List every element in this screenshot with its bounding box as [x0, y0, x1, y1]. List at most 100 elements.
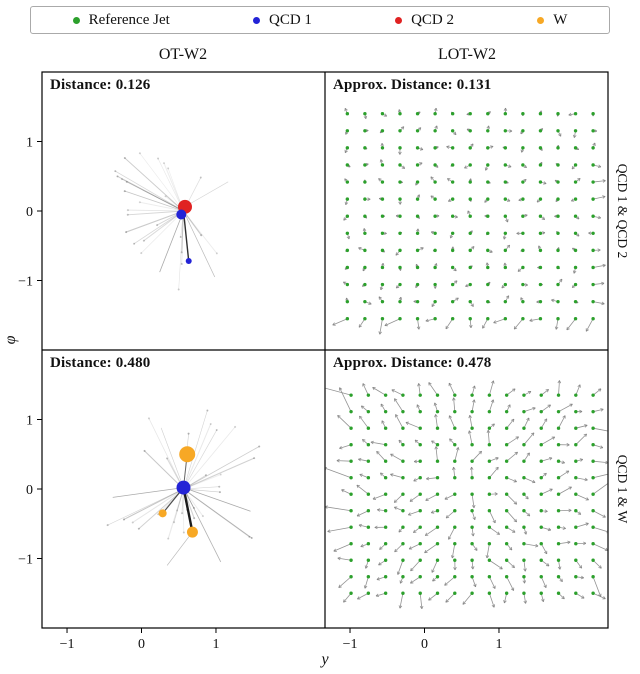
plot-primitive: [518, 199, 522, 202]
plot-primitive: [487, 459, 492, 463]
plot-primitive: [365, 163, 369, 165]
plot-primitive: [577, 216, 580, 220]
plot-primitive: [380, 112, 385, 116]
plot-primitive: [599, 447, 603, 449]
plot-primitive: [574, 575, 578, 579]
plot-primitive: [362, 439, 364, 443]
plot-primitive: [453, 591, 457, 595]
plot-primitive: [605, 547, 608, 551]
plot-primitive: [472, 566, 475, 570]
plot-primitive: [591, 525, 595, 529]
plot-primitive: [401, 393, 405, 397]
plot-primitive: [180, 262, 183, 265]
plot-primitive: [395, 414, 399, 417]
plot-primitive: [556, 459, 561, 463]
plot-primitive: [493, 423, 495, 427]
plot-primitive: [112, 487, 184, 498]
plot-primitive: [554, 180, 557, 183]
plot-primitive: [528, 512, 531, 517]
plot-primitive: [556, 575, 561, 579]
plot-primitive: [345, 180, 350, 184]
plot-primitive: [337, 556, 341, 559]
plot-primitive: [356, 484, 369, 495]
plot-primitive: [418, 492, 422, 496]
plot-primitive: [482, 318, 489, 329]
plot-primitive: [473, 584, 476, 588]
plot-primitive: [418, 326, 421, 330]
plot-primitive: [551, 299, 554, 303]
plot-primitive: [599, 388, 602, 392]
plot-primitive: [592, 483, 608, 495]
plot-primitive: [418, 459, 422, 463]
plot-primitive: [472, 246, 475, 250]
plot-primitive: [445, 510, 456, 519]
plot-primitive: [554, 215, 557, 218]
plot-primitive: [529, 318, 541, 322]
plot-primitive: [359, 415, 363, 418]
plot-primitive: [126, 181, 184, 212]
legend-label: W: [553, 11, 568, 28]
plot-primitive: [358, 325, 362, 328]
plot-primitive: [370, 441, 386, 446]
plot-primitive: [470, 393, 474, 397]
plot-primitive: [591, 214, 595, 218]
plot-primitive: [522, 409, 526, 414]
qcd2-marker-icon: [395, 16, 403, 24]
plot-primitive: [180, 251, 183, 254]
plot-primitive: [398, 248, 402, 253]
plot-primitive: [349, 575, 353, 579]
plot-primitive: [491, 380, 494, 384]
plot-primitive: [522, 558, 526, 562]
plot-primitive: [127, 209, 184, 212]
plot-primitive: [493, 604, 496, 608]
plot-primitive: [345, 299, 350, 304]
x-tick-label: −1: [60, 637, 75, 652]
plot-primitive: [453, 409, 457, 414]
plot-primitive: [380, 403, 384, 406]
plot-primitive: [522, 580, 525, 584]
plot-primitive: [418, 476, 422, 480]
plot-primitive: [487, 525, 492, 529]
plot-primitive: [487, 492, 492, 496]
plot-primitive: [366, 509, 371, 513]
plot-primitive: [538, 163, 543, 167]
plot-primitive: [487, 591, 492, 595]
plot-primitive: [487, 430, 490, 445]
plot-primitive: [398, 439, 402, 442]
plot-primitive: [584, 425, 588, 428]
plot-primitive: [541, 436, 555, 446]
plot-primitive: [484, 215, 487, 218]
plot-primitive: [395, 414, 404, 429]
plot-primitive: [521, 129, 525, 133]
plot-primitive: [575, 433, 587, 445]
plot-primitive: [536, 301, 540, 304]
plot-primitive: [470, 509, 474, 513]
plot-primitive: [398, 265, 402, 270]
plot-primitive: [538, 129, 543, 133]
plot-primitive: [487, 426, 492, 430]
plot-primitive: [115, 170, 184, 212]
plot-primitive: [234, 425, 237, 428]
plot-primitive: [413, 529, 415, 533]
plot-primitive: [522, 525, 526, 529]
plot-primitive: [539, 509, 543, 513]
plot-primitive: [570, 403, 573, 407]
plot-primitive: [394, 493, 404, 503]
plot-primitive: [532, 479, 536, 483]
plot-primitive: [556, 197, 560, 201]
plot-primitive: [430, 510, 434, 514]
plot-primitive: [491, 423, 495, 425]
plot-primitive: [592, 444, 604, 449]
plot-primitive: [539, 542, 543, 546]
plot-primitive: [325, 506, 352, 512]
plot-primitive: [558, 541, 571, 545]
plot-primitive: [535, 543, 539, 547]
plot-primitive: [360, 405, 363, 409]
plot-primitive: [183, 426, 236, 490]
plot-primitive: [345, 282, 350, 287]
plot-primitive: [418, 383, 421, 396]
plot-primitive: [125, 210, 184, 233]
plot-primitive: [488, 125, 491, 129]
plot-primitive: [591, 575, 595, 579]
